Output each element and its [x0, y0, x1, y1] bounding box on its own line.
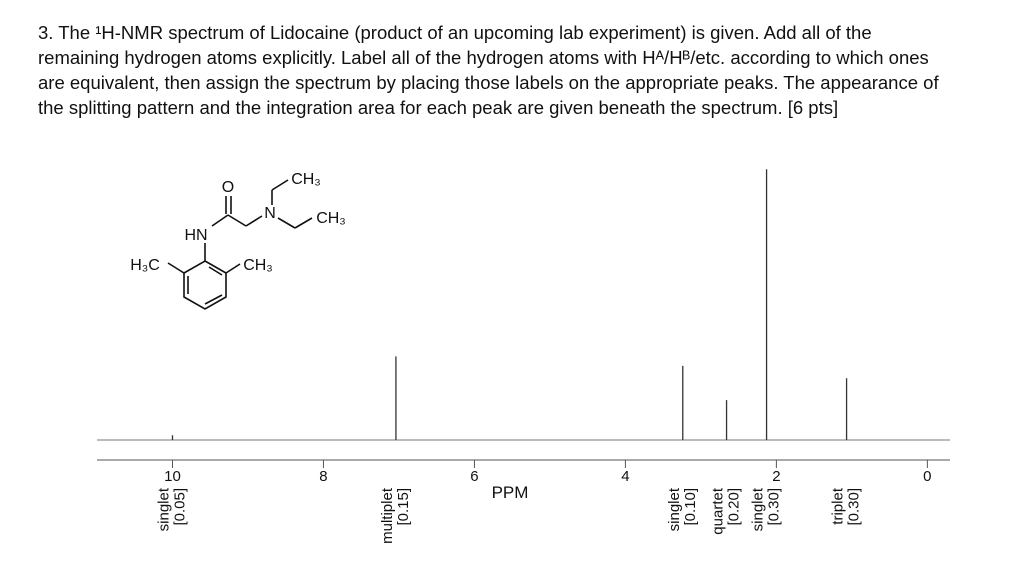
bond: [294, 217, 313, 229]
x-tick-label: 2: [772, 468, 780, 485]
atom-label: CH₃: [291, 171, 321, 188]
x-tick-label: 10: [164, 468, 181, 485]
question-line: are equivalent, then assign the spectrum…: [38, 72, 939, 93]
atom-label: H₃C: [130, 257, 160, 274]
bond: [211, 214, 229, 227]
x-tick-label: 4: [621, 468, 629, 485]
peak-pattern: singlet: [155, 487, 172, 531]
atom-label: CH₃: [243, 257, 273, 274]
question-line: remaining hydrogen atoms explicitly. Lab…: [38, 47, 929, 68]
x-axis-label: PPM: [492, 483, 529, 502]
peak-integration: [0.10]: [682, 488, 699, 526]
benzene-ring: [183, 260, 227, 310]
bond: [277, 217, 296, 229]
x-tick-label: 0: [923, 468, 931, 485]
peak-integration: [0.20]: [726, 488, 743, 526]
peak-pattern: quartet: [710, 487, 727, 535]
peak-integration: [0.15]: [395, 488, 412, 526]
atom-label: HN: [184, 227, 207, 244]
peak-pattern: multiplet: [379, 487, 396, 544]
bond: [271, 179, 289, 191]
atom-label: N: [264, 205, 276, 222]
question: 3. The ¹H-NMR spectrum of Lidocaine (pro…: [38, 20, 998, 120]
peak-pattern: triplet: [830, 487, 847, 525]
x-tick-label: 8: [319, 468, 327, 485]
peak-integration: [0.30]: [846, 488, 863, 526]
question-line: the splitting pattern and the integratio…: [38, 97, 839, 118]
question-line: 3. The ¹H-NMR spectrum of Lidocaine (pro…: [38, 22, 872, 43]
bond: [204, 294, 223, 305]
atom-label: O: [222, 179, 234, 196]
bond: [245, 215, 263, 227]
bond: [227, 214, 247, 227]
molecule: [167, 179, 313, 310]
x-tick-label: 6: [470, 468, 478, 485]
bond: [208, 266, 223, 276]
peak-pattern: singlet: [750, 487, 767, 531]
atom-label: CH₃: [316, 210, 346, 227]
peak-pattern: singlet: [666, 487, 683, 531]
peak-integration: [0.30]: [766, 488, 783, 526]
peak-integration: [0.05]: [171, 488, 188, 526]
bond: [225, 263, 241, 274]
bond: [167, 262, 185, 274]
